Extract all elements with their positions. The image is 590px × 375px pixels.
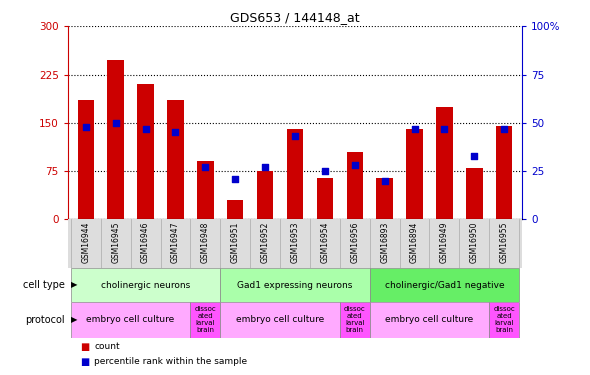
Point bbox=[260, 164, 270, 170]
Text: GSM16944: GSM16944 bbox=[81, 222, 90, 263]
Point bbox=[440, 126, 449, 132]
Text: GSM16955: GSM16955 bbox=[500, 222, 509, 263]
Bar bbox=[77, 100, 94, 219]
Bar bbox=[71, 302, 191, 338]
Text: cell type: cell type bbox=[23, 280, 65, 290]
Point bbox=[141, 126, 150, 132]
Text: GSM16954: GSM16954 bbox=[320, 222, 329, 263]
Text: GSM16893: GSM16893 bbox=[380, 222, 389, 263]
Bar bbox=[370, 268, 519, 302]
Bar bbox=[287, 129, 303, 219]
Text: GSM16953: GSM16953 bbox=[290, 222, 300, 263]
Text: GSM16950: GSM16950 bbox=[470, 222, 479, 263]
Bar bbox=[436, 107, 453, 219]
Point bbox=[201, 164, 210, 170]
Point bbox=[290, 134, 300, 140]
Text: GSM16952: GSM16952 bbox=[261, 222, 270, 263]
Text: protocol: protocol bbox=[25, 315, 65, 325]
Bar bbox=[496, 126, 513, 219]
Text: embryo cell culture: embryo cell culture bbox=[87, 315, 175, 324]
Point bbox=[350, 162, 359, 168]
Text: GSM16945: GSM16945 bbox=[111, 222, 120, 263]
Bar bbox=[317, 177, 333, 219]
Point bbox=[81, 124, 90, 130]
Text: ▶: ▶ bbox=[71, 280, 77, 290]
Bar bbox=[137, 84, 154, 219]
Point bbox=[470, 153, 479, 159]
Bar bbox=[466, 168, 483, 219]
Text: cholinergic/Gad1 negative: cholinergic/Gad1 negative bbox=[385, 280, 504, 290]
Bar bbox=[227, 200, 244, 219]
Bar bbox=[489, 302, 519, 338]
Text: GSM16894: GSM16894 bbox=[410, 222, 419, 263]
Bar bbox=[407, 129, 423, 219]
Text: ■: ■ bbox=[80, 342, 89, 352]
Text: count: count bbox=[94, 342, 120, 351]
Bar bbox=[340, 302, 370, 338]
Bar bbox=[197, 161, 214, 219]
Text: embryo cell culture: embryo cell culture bbox=[385, 315, 474, 324]
Text: GSM16948: GSM16948 bbox=[201, 222, 210, 263]
Text: embryo cell culture: embryo cell culture bbox=[236, 315, 324, 324]
Text: percentile rank within the sample: percentile rank within the sample bbox=[94, 357, 248, 366]
Point bbox=[380, 178, 389, 184]
Text: dissoc
ated
larval
brain: dissoc ated larval brain bbox=[344, 306, 366, 333]
Title: GDS653 / 144148_at: GDS653 / 144148_at bbox=[230, 11, 360, 24]
Text: dissoc
ated
larval
brain: dissoc ated larval brain bbox=[493, 306, 515, 333]
Point bbox=[171, 129, 180, 135]
Text: GSM16947: GSM16947 bbox=[171, 222, 180, 263]
Point bbox=[231, 176, 240, 182]
Text: ■: ■ bbox=[80, 357, 89, 367]
Bar bbox=[370, 302, 489, 338]
Bar bbox=[376, 177, 393, 219]
Bar bbox=[346, 152, 363, 219]
Point bbox=[500, 126, 509, 132]
Bar bbox=[107, 60, 124, 219]
Bar bbox=[257, 171, 273, 219]
Point bbox=[111, 120, 120, 126]
Text: GSM16956: GSM16956 bbox=[350, 222, 359, 263]
Text: GSM16949: GSM16949 bbox=[440, 222, 449, 263]
Text: GSM16946: GSM16946 bbox=[141, 222, 150, 263]
Bar bbox=[191, 302, 220, 338]
Bar bbox=[167, 100, 183, 219]
Bar bbox=[220, 302, 340, 338]
Text: Gad1 expressing neurons: Gad1 expressing neurons bbox=[237, 280, 353, 290]
Bar bbox=[220, 268, 370, 302]
Text: ▶: ▶ bbox=[71, 315, 77, 324]
Bar bbox=[71, 268, 220, 302]
Point bbox=[410, 126, 419, 132]
Text: cholinergic neurons: cholinergic neurons bbox=[101, 280, 190, 290]
Text: GSM16951: GSM16951 bbox=[231, 222, 240, 263]
Text: dissoc
ated
larval
brain: dissoc ated larval brain bbox=[195, 306, 216, 333]
Point bbox=[320, 168, 330, 174]
